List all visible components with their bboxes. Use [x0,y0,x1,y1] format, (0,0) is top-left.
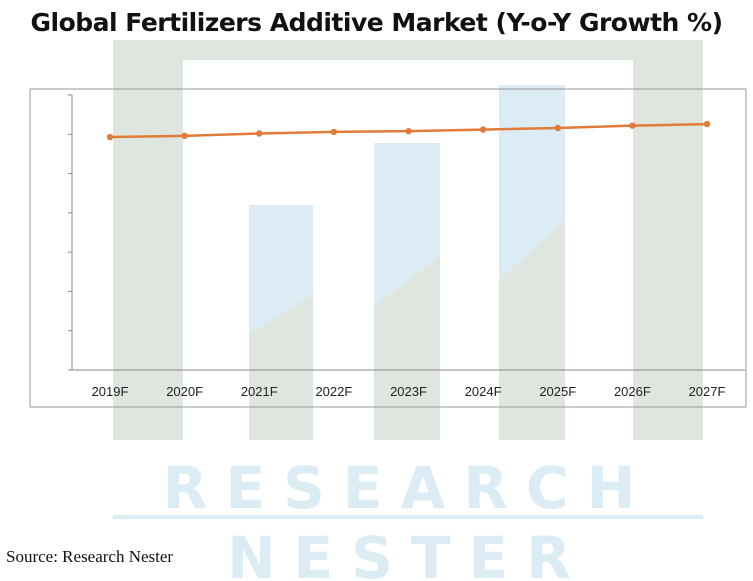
watermark-bar [499,219,565,440]
watermark-text: RESEARCH [163,454,653,522]
data-point [181,132,188,140]
x-tick-label: 2024F [465,384,502,399]
x-tick-label: 2022F [315,384,352,399]
data-point [629,122,636,129]
data-point [703,120,711,128]
data-point [479,126,487,133]
watermark-bar [374,255,440,440]
data-point [554,124,561,132]
x-tick-label: 2019F [92,384,129,399]
data-point [330,128,338,136]
x-tick-label: 2023F [390,384,427,399]
data-point [256,130,263,137]
chart-title: Global Fertilizers Additive Market (Y-o-… [30,8,723,37]
x-tick-label: 2027F [689,384,726,399]
watermark-bar [633,60,703,440]
watermark-line [113,515,703,519]
x-tick-label: 2026F [614,384,651,399]
data-point [405,127,412,135]
x-tick-label: 2020F [166,384,203,399]
x-tick-label: 2021F [241,384,278,399]
plot-frame [29,88,747,408]
source-note: Source: Research Nester [6,547,174,566]
watermark-text: NESTER [227,524,589,581]
watermark-bar [113,40,703,60]
watermark-bar [113,60,183,440]
x-tick-label: 2025F [539,384,576,399]
watermark-bar [249,294,313,440]
data-point [106,133,114,141]
